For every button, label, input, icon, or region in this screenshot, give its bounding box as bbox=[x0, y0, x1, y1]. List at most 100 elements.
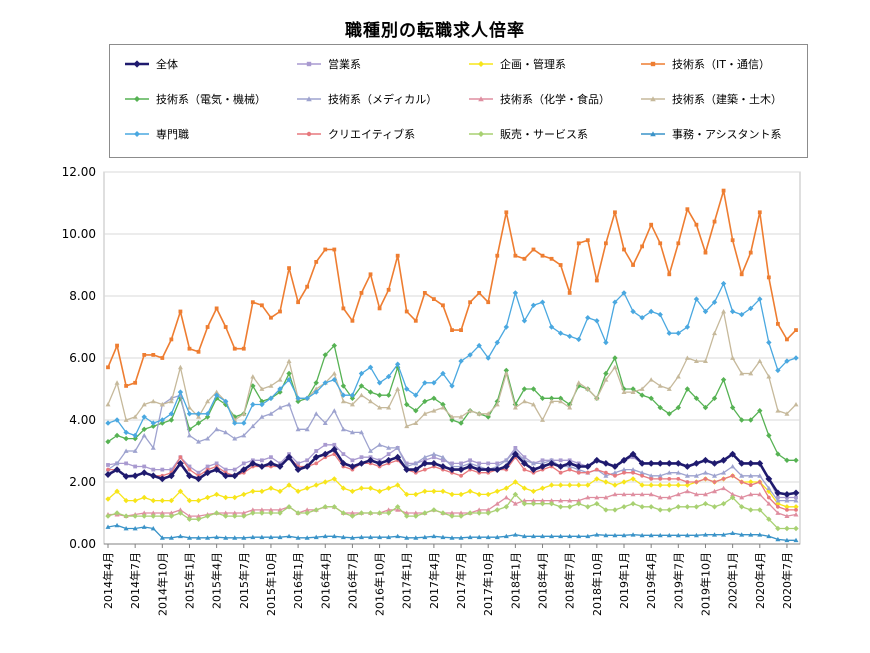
data-point bbox=[296, 461, 301, 466]
data-point bbox=[657, 311, 663, 318]
data-point bbox=[657, 404, 663, 411]
data-point bbox=[459, 328, 463, 332]
data-point bbox=[494, 501, 500, 506]
data-point bbox=[385, 485, 392, 491]
data-point bbox=[106, 467, 110, 472]
data-point bbox=[421, 460, 429, 467]
data-point bbox=[738, 417, 745, 423]
legend-marker bbox=[650, 131, 656, 137]
data-point bbox=[232, 420, 238, 426]
data-point bbox=[612, 491, 618, 497]
data-point bbox=[323, 247, 328, 252]
data-point bbox=[250, 423, 256, 429]
data-point bbox=[576, 380, 582, 385]
data-point bbox=[648, 308, 654, 315]
data-point bbox=[358, 392, 364, 398]
data-point bbox=[377, 405, 383, 410]
series-9 bbox=[105, 280, 799, 439]
data-point bbox=[567, 291, 572, 295]
data-point bbox=[286, 482, 292, 488]
data-point bbox=[141, 513, 147, 519]
data-point bbox=[521, 398, 527, 404]
data-point bbox=[196, 513, 202, 518]
legend-marker bbox=[478, 61, 484, 67]
data-point bbox=[784, 411, 790, 416]
data-point bbox=[467, 460, 473, 466]
legend-swatch bbox=[469, 131, 493, 137]
data-point bbox=[622, 247, 626, 252]
series-8 bbox=[105, 309, 799, 429]
data-point bbox=[114, 432, 120, 439]
legend-swatch bbox=[125, 60, 149, 68]
legend-label: 技術系（化学・食品） bbox=[500, 93, 610, 106]
data-point bbox=[404, 535, 410, 540]
data-point bbox=[295, 395, 301, 401]
data-point bbox=[187, 346, 192, 351]
legend-label: 専門職 bbox=[156, 128, 189, 141]
data-point bbox=[278, 309, 282, 314]
data-point bbox=[160, 467, 165, 472]
data-point bbox=[196, 439, 202, 444]
data-point bbox=[332, 247, 337, 252]
data-point bbox=[123, 497, 129, 504]
data-point bbox=[647, 460, 655, 467]
data-point bbox=[630, 491, 636, 497]
data-point bbox=[503, 371, 509, 376]
data-point bbox=[612, 299, 618, 305]
data-point bbox=[367, 364, 374, 370]
data-point bbox=[439, 463, 447, 470]
data-point bbox=[503, 457, 509, 463]
data-point bbox=[205, 436, 211, 441]
data-point bbox=[186, 535, 192, 540]
x-tick-label: 2015年7月 bbox=[237, 552, 251, 609]
data-point bbox=[350, 318, 355, 323]
data-point bbox=[349, 510, 355, 515]
data-point bbox=[603, 377, 609, 382]
data-point bbox=[259, 414, 265, 419]
data-point bbox=[141, 433, 147, 438]
data-point bbox=[105, 420, 111, 426]
data-point bbox=[195, 497, 202, 504]
data-point bbox=[539, 463, 546, 470]
data-point bbox=[132, 432, 138, 439]
data-point bbox=[394, 504, 401, 510]
data-point bbox=[431, 380, 437, 386]
data-point bbox=[693, 460, 700, 467]
data-point bbox=[666, 507, 672, 513]
data-point bbox=[558, 263, 563, 267]
data-point bbox=[204, 513, 211, 519]
data-point bbox=[250, 401, 256, 408]
data-point bbox=[756, 460, 764, 467]
data-point bbox=[150, 526, 156, 531]
data-point bbox=[349, 395, 356, 401]
data-point bbox=[386, 445, 392, 450]
data-point bbox=[531, 247, 536, 252]
data-point bbox=[730, 473, 735, 478]
data-point bbox=[484, 466, 492, 473]
y-tick-label: 12.00 bbox=[62, 165, 96, 179]
data-point bbox=[702, 404, 709, 411]
data-point bbox=[142, 353, 147, 357]
legend-label: 事務・アシスタント系 bbox=[672, 128, 782, 141]
data-point bbox=[639, 392, 645, 398]
data-point bbox=[259, 303, 264, 308]
data-point bbox=[486, 461, 491, 466]
data-point bbox=[159, 417, 166, 423]
data-point bbox=[775, 495, 780, 500]
x-tick-label: 2019年1月 bbox=[617, 552, 631, 609]
data-point bbox=[269, 315, 273, 320]
data-point bbox=[676, 477, 681, 481]
series-4 bbox=[106, 188, 798, 388]
legend-item: クリエイティブ系 bbox=[296, 125, 415, 143]
data-point bbox=[448, 466, 456, 473]
data-point bbox=[549, 533, 555, 539]
data-point bbox=[675, 504, 682, 510]
data-point bbox=[132, 414, 138, 419]
data-point bbox=[186, 472, 193, 480]
data-point bbox=[794, 328, 798, 332]
data-point bbox=[603, 473, 609, 478]
data-point bbox=[566, 460, 574, 467]
data-point bbox=[512, 532, 518, 537]
data-point bbox=[585, 470, 590, 475]
data-point bbox=[757, 473, 763, 478]
